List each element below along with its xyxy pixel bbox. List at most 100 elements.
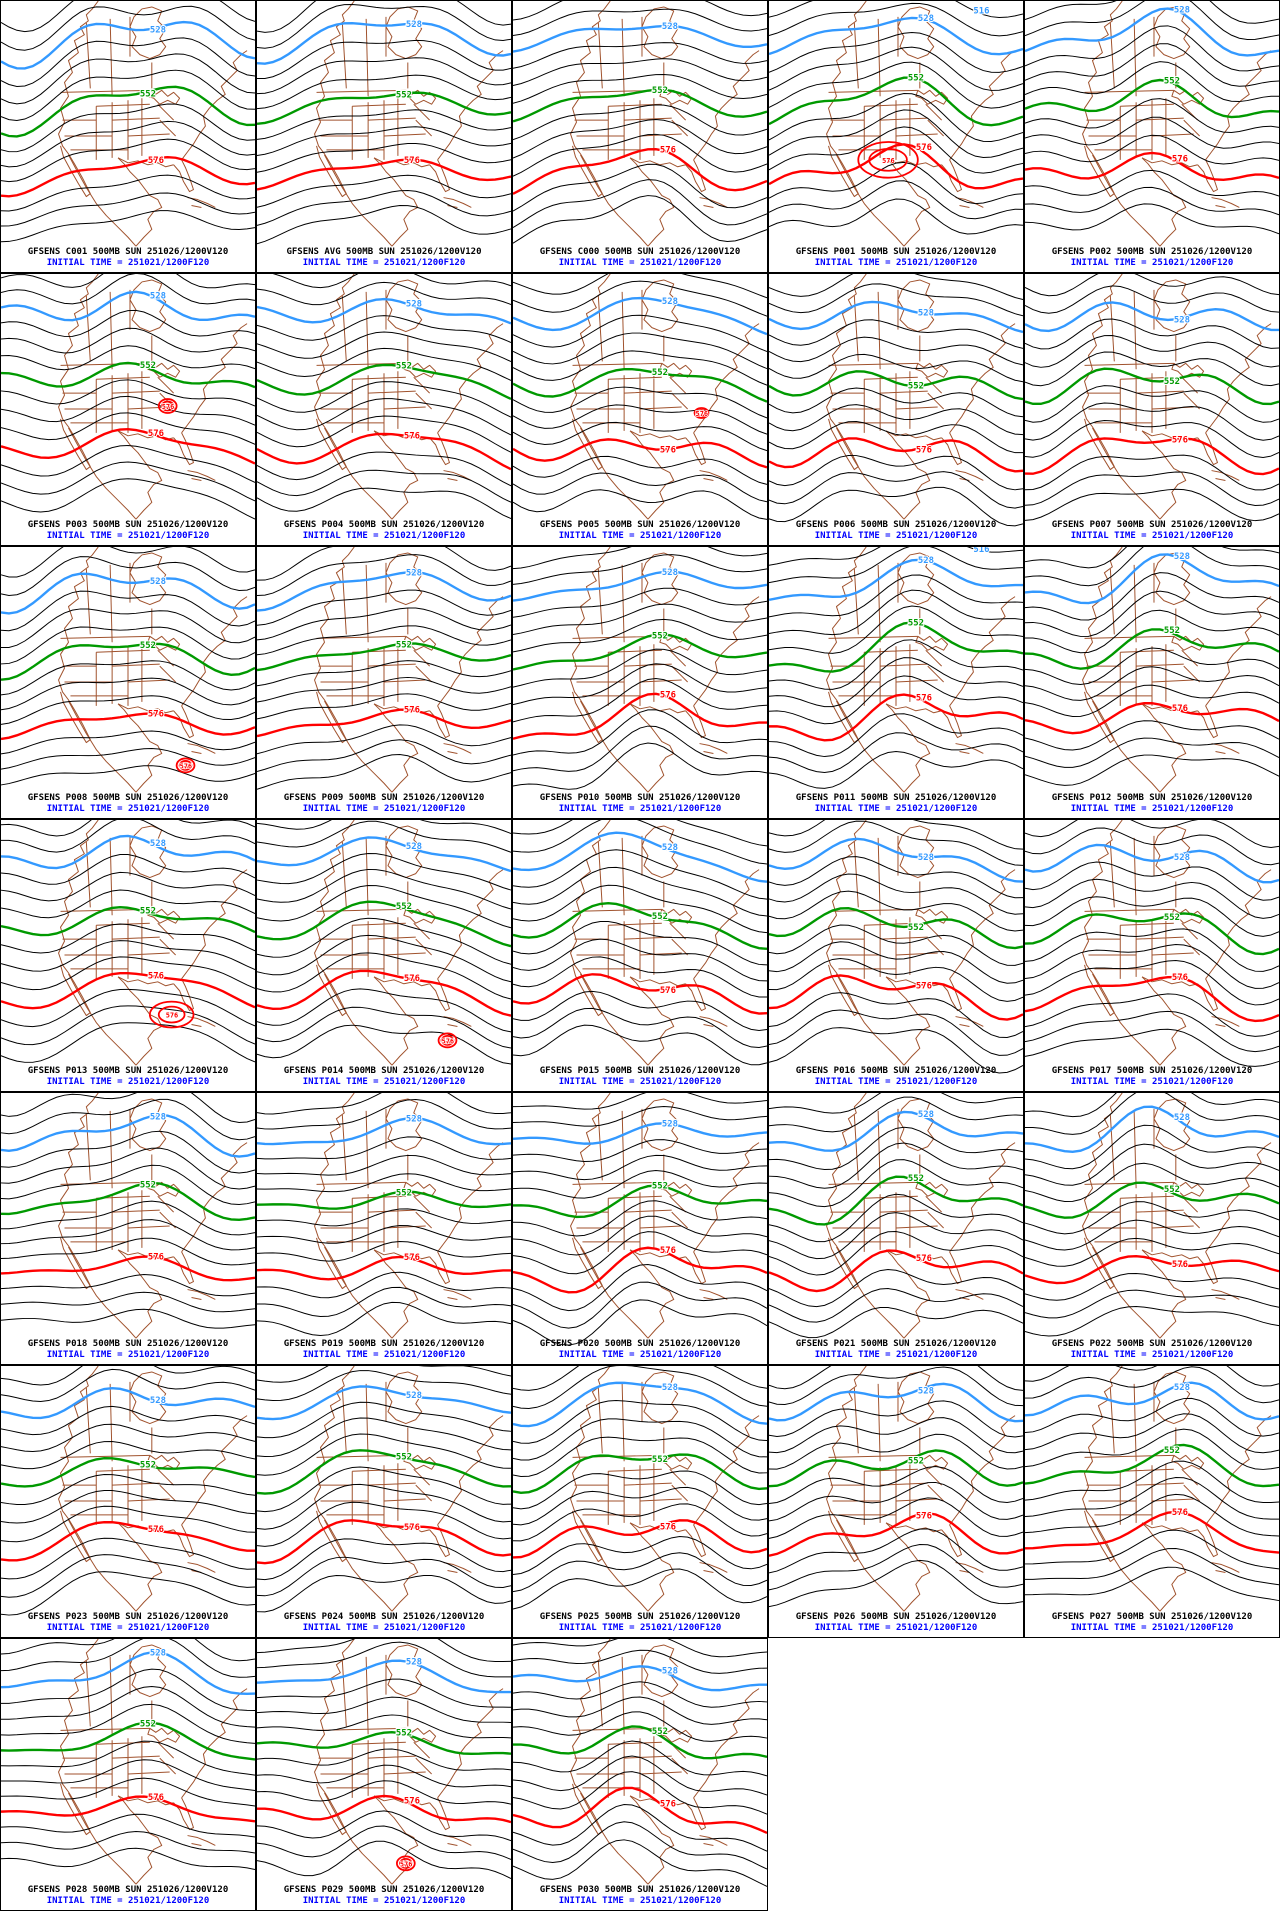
- svg-text:576: 576: [660, 986, 676, 996]
- svg-text:528: 528: [406, 1115, 422, 1125]
- svg-text:552: 552: [908, 382, 924, 392]
- forecast-panel-p023: 528 552 576 GFSENS P023 500MB SUN 251026/1…: [0, 1365, 256, 1638]
- svg-text:528: 528: [1174, 316, 1190, 326]
- svg-text:552: 552: [396, 641, 412, 651]
- contour-map: 528 552 576: [513, 1366, 767, 1612]
- panel-initial-time: INITIAL TIME = 251021/1200F120: [1070, 258, 1234, 268]
- panel-initial-time: INITIAL TIME = 251021/1200F120: [46, 1077, 210, 1087]
- svg-text:552: 552: [652, 1727, 668, 1737]
- svg-text:528: 528: [150, 839, 166, 849]
- svg-text:552: 552: [396, 1452, 412, 1462]
- svg-text:552: 552: [652, 1182, 668, 1192]
- svg-text:576: 576: [1172, 155, 1188, 165]
- forecast-panel-p015: 528 552 576 GFSENS P015 500MB SUN 251026/1…: [512, 819, 768, 1092]
- panel-initial-time: INITIAL TIME = 251021/1200F120: [1070, 1623, 1234, 1633]
- panel-initial-time: INITIAL TIME = 251021/1200F120: [1070, 1077, 1234, 1087]
- forecast-panel-p028: 528 552 576 GFSENS P028 500MB SUN 251026/1…: [0, 1638, 256, 1911]
- panel-title: GFSENS P012 500MB SUN 251026/1200V120: [1051, 793, 1253, 803]
- forecast-panel-p012: 528 552 576 GFSENS P012 500MB SUN 251026/1…: [1024, 546, 1280, 819]
- forecast-panel-p022: 528 552 576 GFSENS P022 500MB SUN 251026/1…: [1024, 1092, 1280, 1365]
- svg-text:576: 576: [148, 1525, 164, 1535]
- forecast-panel-c000: 528 552 576 GFSENS C000 500MB SUN 251026/1…: [512, 0, 768, 273]
- panel-initial-time: INITIAL TIME = 251021/1200F120: [558, 1896, 722, 1906]
- panel-initial-time: INITIAL TIME = 251021/1200F120: [814, 1350, 978, 1360]
- svg-text:528: 528: [150, 25, 166, 35]
- contour-map: 528 552 576 576: [257, 820, 511, 1066]
- svg-text:552: 552: [396, 902, 412, 912]
- svg-text:528: 528: [150, 1649, 166, 1659]
- contour-map: 528 552 576: [1, 1, 255, 247]
- contour-map: 528 552 576: [769, 274, 1023, 527]
- svg-text:576: 576: [660, 1246, 676, 1256]
- panel-title: GFSENS P026 500MB SUN 251026/1200V120: [795, 1612, 997, 1622]
- svg-text:552: 552: [652, 631, 668, 641]
- svg-text:528: 528: [406, 568, 422, 578]
- forecast-panel-p007: 528 552 576 GFSENS P007 500MB SUN 251026/1…: [1024, 273, 1280, 546]
- panel-initial-time: INITIAL TIME = 251021/1200F120: [558, 804, 722, 814]
- svg-text:552: 552: [1164, 76, 1180, 86]
- svg-text:552: 552: [140, 1181, 156, 1191]
- svg-text:576: 576: [916, 982, 932, 992]
- panel-initial-time: INITIAL TIME = 251021/1200F120: [814, 531, 978, 541]
- panel-initial-time: INITIAL TIME = 251021/1200F120: [814, 1623, 978, 1633]
- svg-text:552: 552: [908, 73, 924, 83]
- panel-initial-time: INITIAL TIME = 251021/1200F120: [302, 1077, 466, 1087]
- svg-text:528: 528: [1174, 1383, 1190, 1393]
- forecast-panel-p018: 528 552 576 GFSENS P018 500MB SUN 251026/1…: [0, 1092, 256, 1365]
- forecast-panel-p014: 528 552 576 576 GFSENS P014 500MB SUN 25102…: [256, 819, 512, 1092]
- svg-text:552: 552: [396, 1188, 412, 1198]
- contour-map: 528 552 576 576: [1, 274, 255, 520]
- forecast-panel-p024: 528 552 576 GFSENS P024 500MB SUN 251026/1…: [256, 1365, 512, 1638]
- panel-title: GFSENS P003 500MB SUN 251026/1200V120: [27, 520, 229, 530]
- panel-title: GFSENS P018 500MB SUN 251026/1200V120: [27, 1339, 229, 1349]
- panel-title: GFSENS P029 500MB SUN 251026/1200V120: [283, 1885, 485, 1895]
- contour-map: 528 552 576: [513, 1639, 767, 1887]
- contour-map: 528 552 576: [513, 820, 767, 1066]
- svg-text:528: 528: [406, 299, 422, 309]
- panel-title: GFSENS P008 500MB SUN 251026/1200V120: [27, 793, 229, 803]
- panel-title: GFSENS P007 500MB SUN 251026/1200V120: [1051, 520, 1253, 530]
- svg-text:576: 576: [148, 1793, 164, 1803]
- svg-text:576: 576: [148, 156, 164, 166]
- svg-text:576: 576: [696, 410, 709, 418]
- svg-text:528: 528: [662, 1667, 678, 1677]
- svg-text:552: 552: [1164, 377, 1180, 387]
- panel-title: GFSENS P020 500MB SUN 251026/1200V120: [539, 1339, 741, 1349]
- panel-initial-time: INITIAL TIME = 251021/1200F120: [302, 1350, 466, 1360]
- svg-text:576: 576: [148, 709, 164, 719]
- svg-text:528: 528: [662, 843, 678, 853]
- contour-map: 528 552 576: [257, 1093, 511, 1339]
- contour-map: 528 552 576: [1025, 1366, 1279, 1612]
- contour-map: 528 552 576: [1025, 547, 1279, 793]
- svg-text:528: 528: [918, 1386, 934, 1396]
- svg-text:576: 576: [404, 156, 420, 166]
- svg-text:552: 552: [140, 361, 156, 371]
- svg-text:552: 552: [908, 923, 924, 933]
- svg-text:576: 576: [916, 1511, 932, 1521]
- panel-title: GFSENS P011 500MB SUN 251026/1200V120: [795, 793, 997, 803]
- forecast-panel-p019: 528 552 576 GFSENS P019 500MB SUN 251026/1…: [256, 1092, 512, 1365]
- panel-initial-time: INITIAL TIME = 251021/1200F120: [46, 258, 210, 268]
- forecast-panel-p030: 528 552 576 GFSENS P030 500MB SUN 251026/1…: [512, 1638, 768, 1911]
- svg-text:528: 528: [406, 20, 422, 30]
- panel-title: GFSENS P021 500MB SUN 251026/1200V120: [795, 1339, 997, 1349]
- panel-initial-time: INITIAL TIME = 251021/1200F120: [558, 531, 722, 541]
- contour-map: 528 552 576: [1, 1639, 255, 1885]
- panel-title: GFSENS P006 500MB SUN 251026/1200V120: [795, 520, 997, 530]
- panel-initial-time: INITIAL TIME = 251021/1200F120: [558, 1350, 722, 1360]
- svg-text:552: 552: [908, 1174, 924, 1184]
- contour-map: 528 552 576: [769, 1093, 1023, 1339]
- contour-map: 528 552 576 576: [257, 1639, 511, 1885]
- contour-map: 528 552 576: [257, 547, 511, 793]
- panel-title: GFSENS P013 500MB SUN 251026/1200V120: [27, 1066, 229, 1076]
- forecast-panel-c001: 528 552 576 GFSENS C001 500MB SUN 251026/1…: [0, 0, 256, 273]
- panel-title: GFSENS P025 500MB SUN 251026/1200V120: [539, 1612, 741, 1622]
- svg-text:552: 552: [140, 1460, 156, 1470]
- panel-title: GFSENS P027 500MB SUN 251026/1200V120: [1051, 1612, 1253, 1622]
- svg-text:528: 528: [150, 577, 166, 587]
- contour-map: 528 552 576: [1, 1366, 255, 1616]
- svg-text:576: 576: [162, 403, 175, 411]
- svg-text:576: 576: [404, 431, 420, 441]
- panel-title: GFSENS P015 500MB SUN 251026/1200V120: [539, 1066, 741, 1076]
